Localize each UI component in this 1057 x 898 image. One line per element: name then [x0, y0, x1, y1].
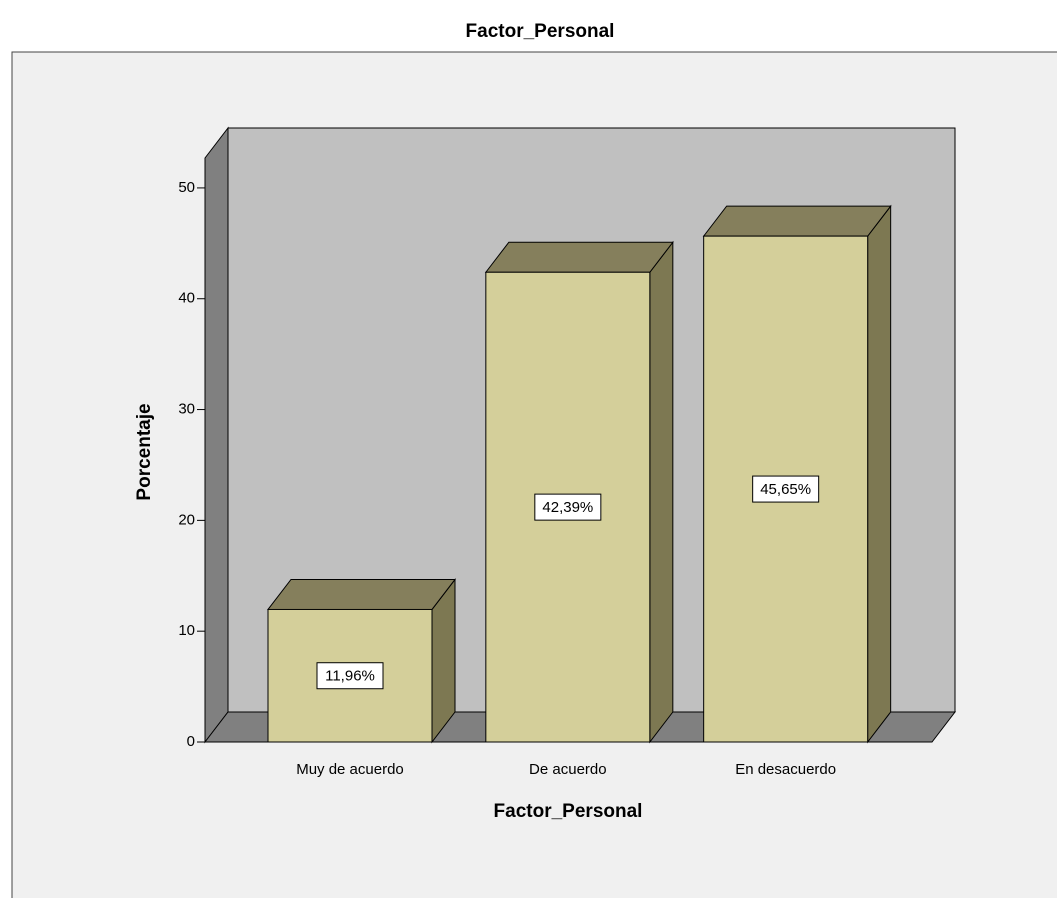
x-tick-label: Muy de acuerdo: [296, 761, 404, 778]
x-tick-label: De acuerdo: [529, 761, 607, 778]
value-label: 11,96%: [325, 668, 375, 685]
y-tick-label: 40: [178, 290, 195, 307]
chart-title: Factor_Personal: [466, 21, 615, 42]
bar-side: [867, 204, 892, 744]
value-label: 42,39%: [542, 499, 593, 516]
y-tick-label: 30: [178, 401, 195, 418]
x-axis-label: Factor_Personal: [494, 801, 643, 822]
value-label-box: [534, 493, 602, 521]
bar-top: [266, 578, 457, 610]
value-label: 45,65%: [760, 481, 811, 498]
y-tick-label: 10: [178, 622, 195, 639]
bar-side: [649, 240, 674, 744]
y-tick-label: 20: [178, 511, 195, 528]
bar-top: [702, 205, 892, 237]
x-tick-label: En desacuerdo: [735, 761, 836, 778]
value-label-box: [316, 662, 384, 690]
y-axis-label: Porcentaje: [134, 403, 155, 500]
y-tick-label: 0: [187, 733, 195, 750]
bar-top: [484, 241, 674, 273]
value-label-box: [752, 475, 820, 503]
y-tick-label: 50: [178, 179, 195, 196]
side-wall: [204, 126, 229, 744]
